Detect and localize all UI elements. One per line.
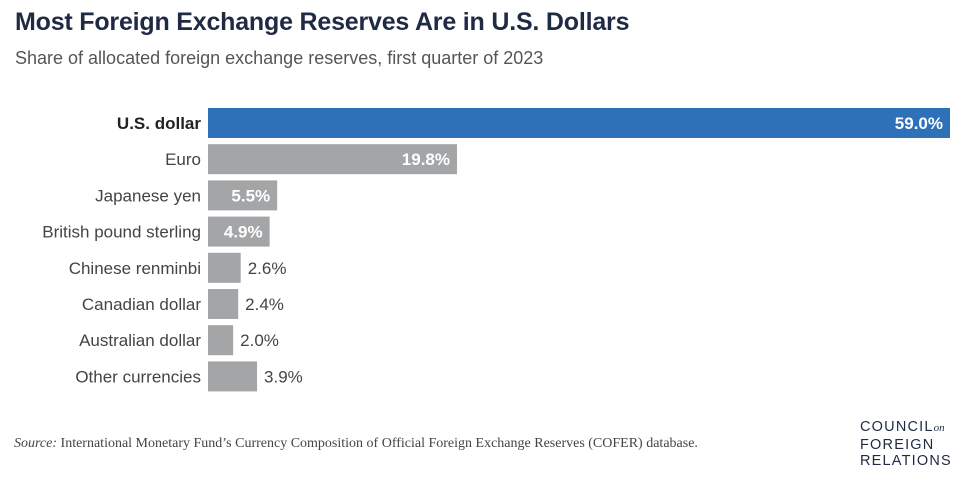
bar-british-pound-sterling	[208, 216, 270, 247]
value-label-euro: 19.8%	[402, 150, 450, 169]
source-text: International Monetary Fund’s Currency C…	[57, 436, 698, 451]
value-label-australian-dollar: 2.0%	[240, 331, 279, 350]
logo-line-3: RELATIONS	[860, 453, 952, 469]
chart-title: Most Foreign Exchange Reserves Are in U.…	[15, 8, 630, 36]
category-label-u-s-dollar: U.S. dollar	[117, 114, 201, 133]
bar-euro	[208, 144, 458, 175]
logo-line-1: COUNCILon	[860, 419, 945, 435]
category-label-chinese-renminbi: Chinese renminbi	[69, 259, 201, 278]
source-note: Source: International Monetary Fund’s Cu…	[14, 436, 698, 452]
value-label-u-s-dollar: 59.0%	[895, 114, 943, 133]
value-label-canadian-dollar: 2.4%	[245, 295, 284, 314]
cfr-logo: COUNCILon FOREIGN RELATIONS	[860, 419, 952, 470]
category-label-canadian-dollar: Canadian dollar	[82, 295, 201, 314]
bar-japanese-yen	[208, 180, 278, 211]
chart-subtitle: Share of allocated foreign exchange rese…	[15, 48, 544, 68]
category-label-euro: Euro	[165, 150, 201, 169]
category-label-british-pound-sterling: British pound sterling	[42, 223, 201, 242]
value-label-japanese-yen: 5.5%	[231, 186, 270, 205]
logo-line-2: FOREIGN	[860, 436, 935, 453]
bar-australian-dollar	[208, 325, 234, 356]
bar-chinese-renminbi	[208, 252, 241, 283]
category-label-other-currencies: Other currencies	[75, 367, 201, 386]
bar-canadian-dollar	[208, 289, 239, 319]
category-label-australian-dollar: Australian dollar	[79, 331, 201, 350]
logo-on: on	[933, 422, 945, 434]
source-label: Source:	[14, 436, 58, 451]
value-label-british-pound-sterling: 4.9%	[224, 223, 263, 242]
bar-u-s-dollar	[208, 108, 950, 138]
category-label-japanese-yen: Japanese yen	[95, 186, 201, 205]
value-label-other-currencies: 3.9%	[264, 367, 303, 386]
bar-other-currencies	[208, 361, 258, 392]
value-label-chinese-renminbi: 2.6%	[248, 259, 287, 278]
bar-chart: U.S. dollar 59.0% Euro 19.8% Japanese yen 5.5…	[42, 108, 950, 392]
